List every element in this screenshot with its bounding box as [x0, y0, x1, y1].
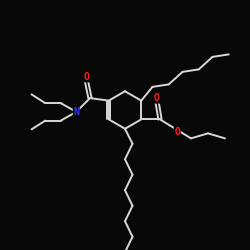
Text: O: O — [154, 93, 160, 103]
Text: O: O — [83, 72, 89, 82]
Text: O: O — [174, 127, 180, 137]
Text: N: N — [73, 107, 79, 117]
